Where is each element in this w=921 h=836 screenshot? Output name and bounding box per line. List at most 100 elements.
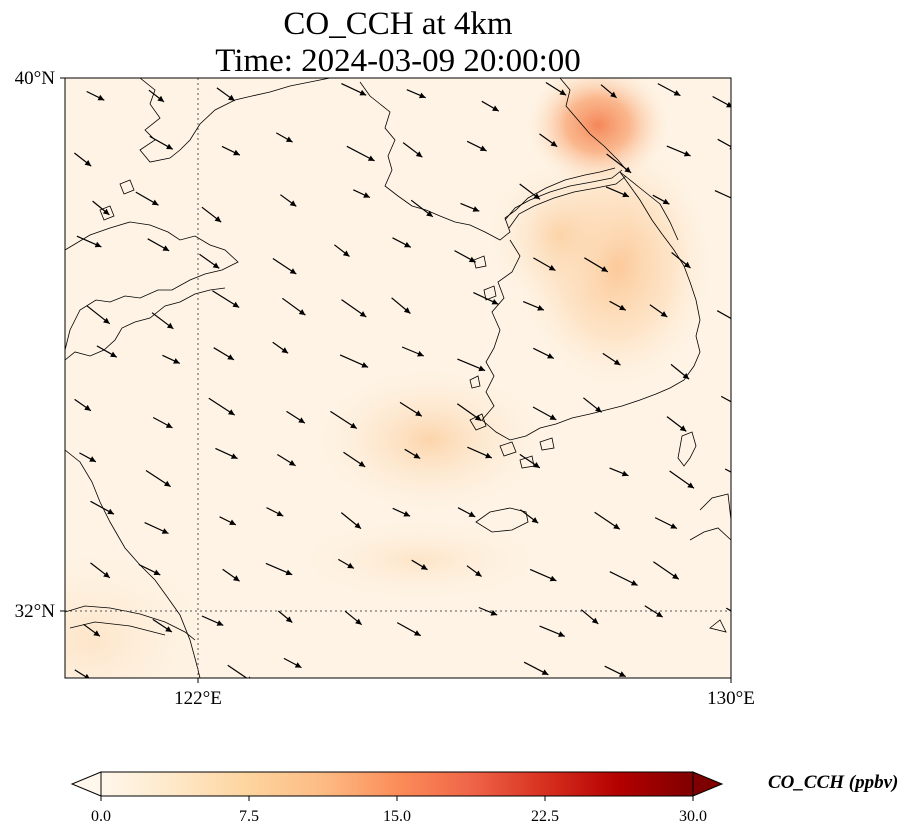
wind-arrow-head: [363, 192, 370, 198]
wind-arrow-head: [367, 155, 375, 161]
wind-arrow-head: [547, 353, 554, 359]
coastline-liaodong-bay: [139, 78, 331, 163]
wind-arrow-shaft: [716, 310, 731, 320]
wind-arrow-head: [347, 562, 354, 569]
wind-arrow-head: [485, 452, 492, 459]
wind-arrow-head: [165, 422, 173, 428]
wind-arrow-head: [289, 200, 297, 207]
wind-arrow-head: [97, 94, 105, 101]
wind-arrow-head: [492, 105, 499, 112]
wind-arrow-head: [621, 470, 629, 477]
wind-arrow-head: [475, 570, 482, 577]
wind-arrow-head: [285, 569, 293, 576]
wind-arrow-head: [289, 268, 297, 274]
wind-arrow-head: [735, 197, 742, 202]
wind-arrow-head: [468, 511, 476, 517]
y-tick-label-32n: 32°N: [15, 601, 56, 622]
wind-vectors: [74, 81, 745, 678]
colorbar-gradient: [101, 772, 693, 796]
wind-arrow-head: [166, 322, 174, 329]
wind-arrow-head: [165, 626, 172, 632]
wind-arrow-head: [490, 610, 498, 616]
wind-arrow-head: [233, 575, 240, 582]
colorbar-tick-label: 15.0: [383, 808, 411, 825]
wind-arrow-head: [212, 262, 220, 269]
coastline-korea-west: [359, 81, 616, 241]
wind-arrow-head: [359, 89, 367, 96]
wind-arrow-head: [342, 250, 350, 257]
wind-arrow-head: [531, 517, 539, 524]
wind-arrow-head: [687, 482, 694, 489]
wind-arrow-head: [417, 350, 424, 357]
colorbar-tick-label: 30.0: [679, 808, 707, 825]
wind-arrow-head: [229, 519, 236, 525]
wind-arrow-head: [358, 461, 366, 467]
coastline-china-liaoning: [65, 221, 239, 351]
wind-arrow-head: [478, 365, 486, 372]
wind-arrow-head: [403, 307, 411, 314]
wind-arrow-head: [619, 304, 626, 311]
wind-arrow-shaft: [717, 138, 731, 148]
wind-arrow-shaft: [725, 607, 731, 612]
wind-arrow-head: [468, 256, 476, 263]
islands-japan: [689, 493, 731, 633]
wind-arrow-head: [591, 617, 599, 624]
island-tsushima: [677, 431, 697, 467]
colorbar-tick-label: 0.0: [91, 808, 111, 825]
wind-arrow-head: [474, 414, 482, 421]
wind-arrow-head: [683, 150, 691, 157]
colorbar-tick-label: 7.5: [239, 808, 259, 825]
wind-arrow-head: [550, 140, 558, 147]
concentration-hotspot-south: [300, 520, 540, 600]
wind-arrow-head: [173, 358, 180, 364]
colorbar-extend-high: [692, 771, 724, 797]
wind-arrow-head: [537, 305, 544, 311]
wind-arrow-head: [541, 669, 549, 675]
wind-arrow-head: [355, 618, 362, 625]
wind-arrow-head: [162, 245, 170, 251]
wind-arrow-head: [89, 456, 96, 462]
wind-arrow-head: [151, 199, 159, 206]
wind-arrow-head: [734, 318, 741, 324]
wind-arrow-shaft: [714, 190, 731, 199]
wind-arrow-head: [102, 208, 110, 215]
border-north-south-2: [508, 175, 627, 229]
concentration-hotspot-north: [528, 78, 668, 185]
colorbar-tick-label: 22.5: [531, 808, 559, 825]
wind-arrow-head: [670, 523, 677, 529]
coastline-yangtze: [65, 605, 196, 641]
map-frame: [64, 77, 732, 679]
wind-arrow-head: [285, 616, 293, 623]
wind-arrow-head: [613, 523, 620, 530]
wind-arrow-head: [549, 575, 557, 582]
x-tick-label-122e: 122°E: [174, 688, 222, 709]
wind-arrow-head: [285, 136, 293, 143]
wind-arrow-head: [84, 160, 92, 167]
wind-arrow-head: [350, 422, 357, 429]
wind-arrow-head: [157, 95, 164, 102]
wind-arrow-head: [166, 143, 173, 150]
wind-arrow-head: [214, 216, 222, 223]
wind-arrow-head: [84, 404, 91, 411]
wind-arrow-head: [419, 92, 426, 99]
colorbar-label: CO_CCH (ppbv): [768, 772, 898, 793]
wind-arrow-head: [107, 508, 114, 515]
wind-arrow-head: [288, 460, 296, 466]
wind-arrow-head: [233, 149, 240, 156]
wind-arrow-shaft: [227, 664, 248, 678]
wind-arrow-head: [738, 613, 745, 619]
coastline-north-korea-east: [559, 78, 679, 241]
wind-arrow-head: [672, 573, 679, 580]
wind-arrow-head: [533, 462, 540, 468]
wind-arrow-head: [84, 673, 90, 678]
wind-arrow-head: [673, 90, 681, 96]
island-jeju: [475, 507, 529, 533]
wind-arrow-head: [361, 362, 369, 368]
coastline-shandong: [65, 287, 226, 361]
wind-arrow-head: [622, 191, 629, 198]
wind-arrow-head: [558, 631, 565, 637]
wind-arrow-head: [230, 453, 238, 459]
wind-arrow-head: [403, 511, 411, 517]
wind-arrow-head: [228, 94, 235, 101]
wind-arrow-head: [420, 564, 428, 570]
